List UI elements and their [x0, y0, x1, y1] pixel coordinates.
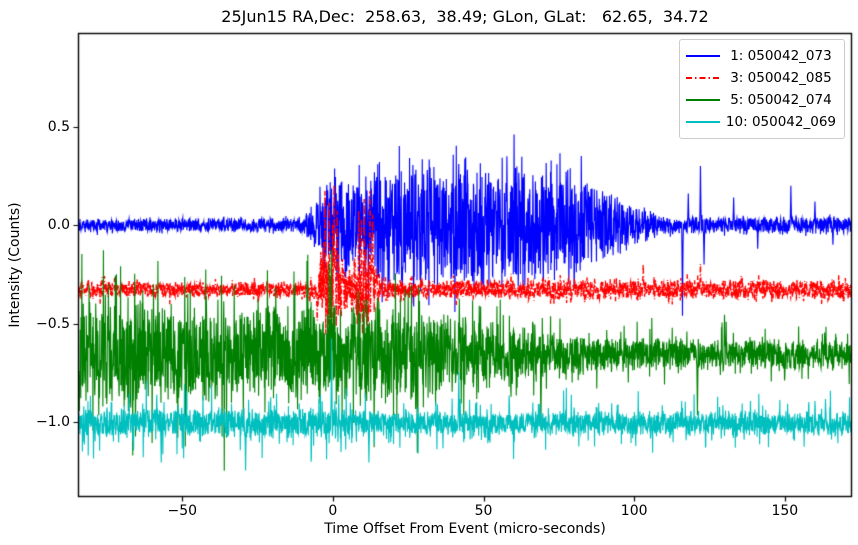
- legend-label: 5: 050042_074: [725, 92, 832, 108]
- x-tick-label: −50: [167, 503, 198, 519]
- legend-label: 1: 050042_073: [725, 48, 832, 64]
- legend-item: 3: 050042_085: [685, 67, 836, 89]
- legend-item: 10: 050042_069: [685, 111, 836, 133]
- y-tick-label: 0.5: [47, 118, 70, 135]
- legend-item: 1: 050042_073: [685, 45, 836, 67]
- x-tick-label: 150: [771, 503, 799, 519]
- y-axis-label: Intensity (Counts): [7, 202, 23, 328]
- legend-line-icon: [685, 99, 720, 101]
- x-axis-label: Time Offset From Event (micro-seconds): [324, 521, 606, 537]
- x-tick-label: 50: [474, 503, 493, 519]
- legend-item: 5: 050042_074: [685, 89, 836, 111]
- legend-line-icon: [685, 121, 720, 123]
- x-tick-label: 0: [328, 503, 338, 519]
- legend-label: 3: 050042_085: [725, 70, 832, 86]
- chart-title: 25Jun15 RA,Dec: 258.63, 38.49; GLon, GLa…: [221, 7, 709, 26]
- y-tick-label: −0.5: [36, 315, 70, 332]
- x-tick-label: 100: [620, 503, 648, 519]
- legend-dashdot-line-icon: [685, 77, 720, 79]
- legend-line-icon: [685, 55, 720, 57]
- y-tick-label: −1.0: [36, 414, 70, 431]
- legend-label: 10: 050042_069: [725, 114, 836, 130]
- legend: 1: 050042_073 3: 050042_085 5: 050042_07…: [678, 39, 845, 139]
- y-tick-label: 0.0: [47, 217, 70, 234]
